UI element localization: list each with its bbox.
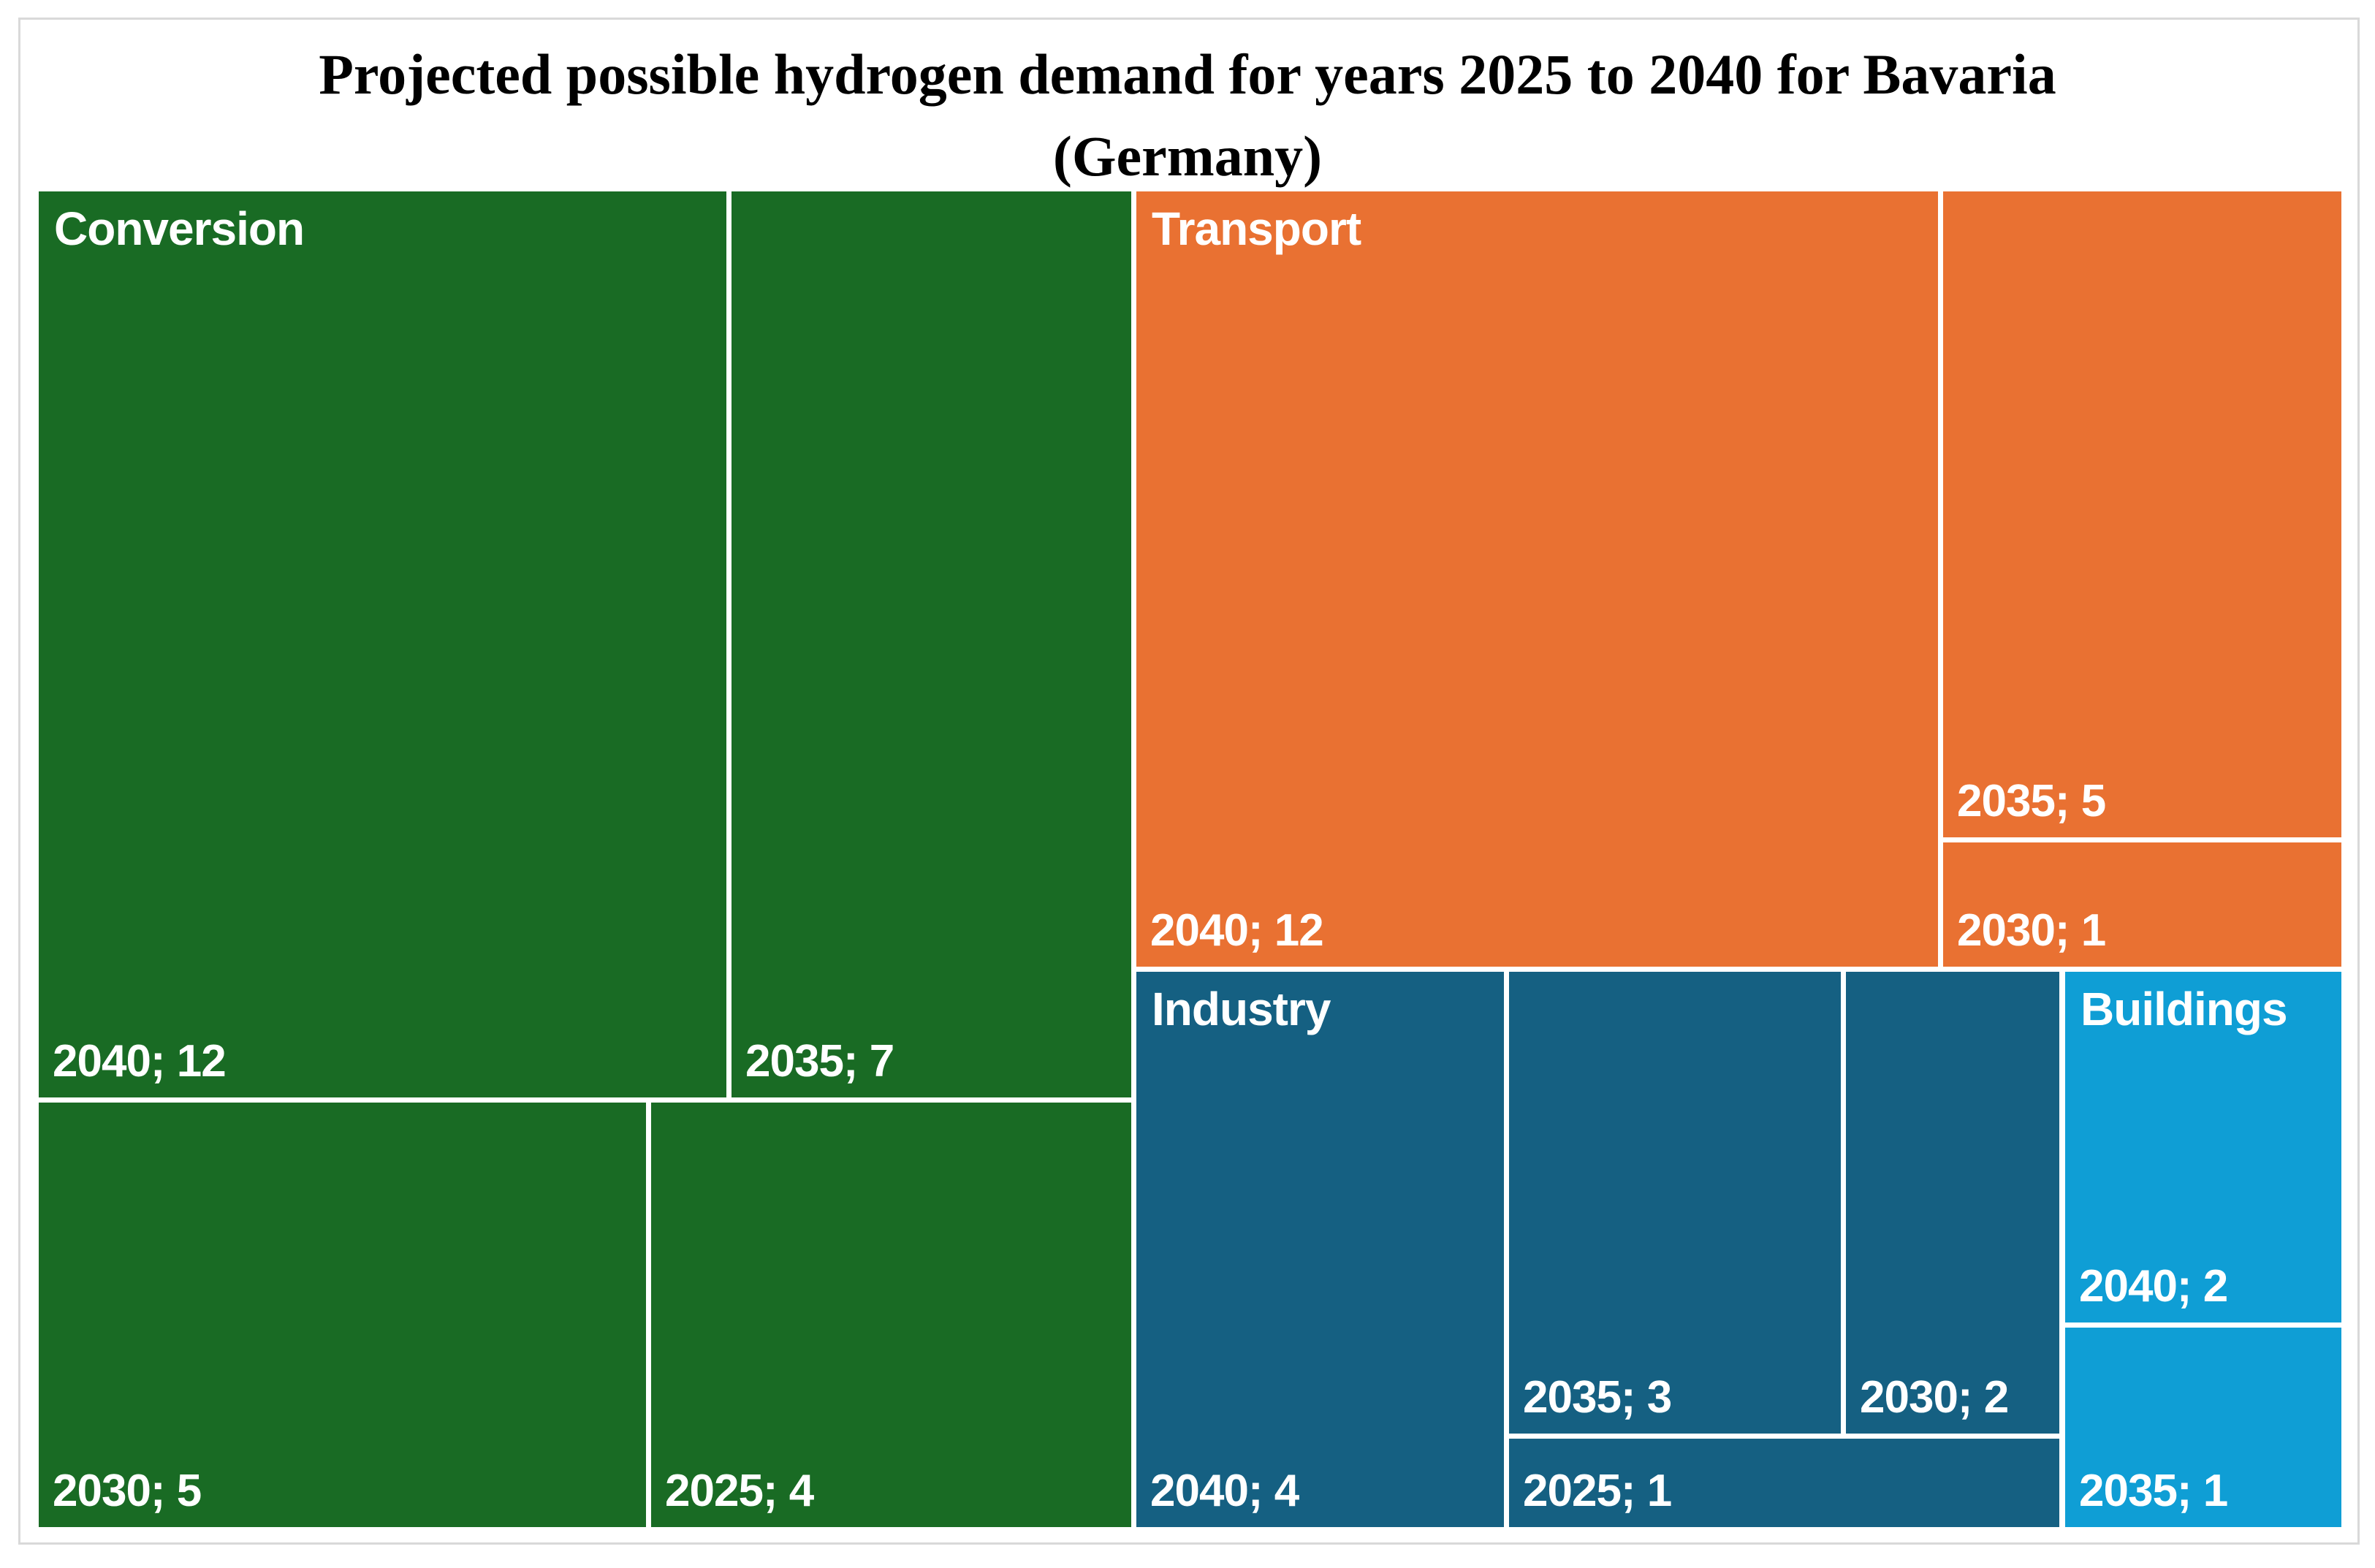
tile-value-label: 2040; 12 bbox=[53, 1036, 227, 1086]
tile-value-label: 2030; 5 bbox=[53, 1466, 202, 1516]
tile-transport-2030: 2030; 1 bbox=[1943, 842, 2341, 967]
chart-title-line1: Projected possible hydrogen demand for y… bbox=[319, 42, 2056, 106]
tile-category-label: Industry bbox=[1152, 983, 1331, 1035]
tile-transport-2035: 2035; 5 bbox=[1943, 191, 2341, 837]
tile-conversion-2030: 2030; 5 bbox=[39, 1103, 646, 1527]
tile-value-label: 2035; 3 bbox=[1523, 1372, 1672, 1423]
tile-value-label: 2040; 2 bbox=[2079, 1261, 2228, 1312]
tile-transport-2040: Transport 2040; 12 bbox=[1136, 191, 1938, 967]
tile-value-label: 2035; 7 bbox=[745, 1036, 894, 1086]
tile-industry-2035: 2035; 3 bbox=[1509, 972, 1841, 1434]
tile-value-label: 2035; 1 bbox=[2079, 1466, 2228, 1516]
tile-conversion-2035: 2035; 7 bbox=[732, 191, 1131, 1097]
tile-category-label: Transport bbox=[1152, 202, 1361, 255]
tile-value-label: 2030; 2 bbox=[1860, 1372, 2009, 1423]
tile-value-label: 2025; 1 bbox=[1523, 1466, 1672, 1516]
tile-conversion-2040: Conversion 2040; 12 bbox=[39, 191, 726, 1097]
tile-conversion-2025: 2025; 4 bbox=[651, 1103, 1131, 1527]
tile-buildings-2035: 2035; 1 bbox=[2065, 1328, 2341, 1527]
tile-industry-2040: Industry 2040; 4 bbox=[1136, 972, 1504, 1527]
tile-value-label: 2040; 4 bbox=[1150, 1466, 1299, 1516]
tile-industry-2025: 2025; 1 bbox=[1509, 1439, 2059, 1527]
tile-industry-2030: 2030; 2 bbox=[1846, 972, 2059, 1434]
tile-value-label: 2030; 1 bbox=[1957, 905, 2106, 956]
chart-title-line2: (Germany) bbox=[1052, 124, 1323, 188]
tile-category-label: Buildings bbox=[2080, 983, 2288, 1035]
tile-buildings-2040: Buildings 2040; 2 bbox=[2065, 972, 2341, 1322]
chart-title: Projected possible hydrogen demand for y… bbox=[0, 34, 2375, 197]
tile-value-label: 2040; 12 bbox=[1150, 905, 1324, 956]
tile-value-label: 2025; 4 bbox=[665, 1466, 814, 1516]
tile-value-label: 2035; 5 bbox=[1957, 776, 2106, 826]
tile-category-label: Conversion bbox=[54, 202, 305, 255]
